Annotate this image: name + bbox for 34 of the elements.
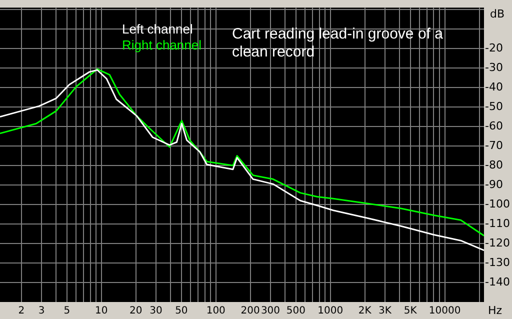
x-tick-label: 500 <box>286 306 306 317</box>
y-tick-label: -120 <box>485 236 510 250</box>
x-tick-label: 20 <box>130 306 142 317</box>
y-tick-label: -60 <box>485 119 503 132</box>
x-tick-label: 10 <box>95 306 108 317</box>
x-tick-label: 5K <box>404 306 418 317</box>
x-tick-label: 1000 <box>318 306 344 317</box>
x-tick-label: 3 <box>38 306 45 317</box>
x-tick-label: 2K <box>358 306 372 317</box>
x-axis-title: Hz <box>488 304 502 317</box>
y-tick-label: -30 <box>485 60 503 74</box>
y-tick-label: -130 <box>485 256 510 269</box>
x-tick-label: 200 <box>240 306 260 317</box>
x-tick-label: 3K <box>378 306 392 317</box>
y-tick-label: -140 <box>485 275 510 288</box>
y-tick-label: -40 <box>485 80 503 94</box>
x-tick-label: 2 <box>18 306 25 317</box>
y-axis-title: dB <box>490 7 505 20</box>
x-tick-label: 50 <box>175 306 188 317</box>
y-tick-label: -70 <box>485 138 503 152</box>
x-tick-label: 5 <box>64 306 70 317</box>
y-tick-label: -100 <box>485 197 510 210</box>
text: Left channel <box>122 22 193 37</box>
x-tick-label: 30 <box>150 306 162 317</box>
y-tick-label: -110 <box>485 216 510 230</box>
x-tick-label: 100 <box>206 306 226 317</box>
y-tick-label: -20 <box>485 41 503 54</box>
y-tick-label: -90 <box>485 178 503 191</box>
text: Cart reading lead-in groove of a clean record <box>232 26 444 61</box>
y-tick-label: -50 <box>485 100 503 113</box>
series-label: Right channel <box>122 38 202 53</box>
x-tick-label: 10000 <box>428 306 461 317</box>
x-tick-label: 300 <box>260 306 280 317</box>
y-tick-label: -80 <box>485 158 503 172</box>
